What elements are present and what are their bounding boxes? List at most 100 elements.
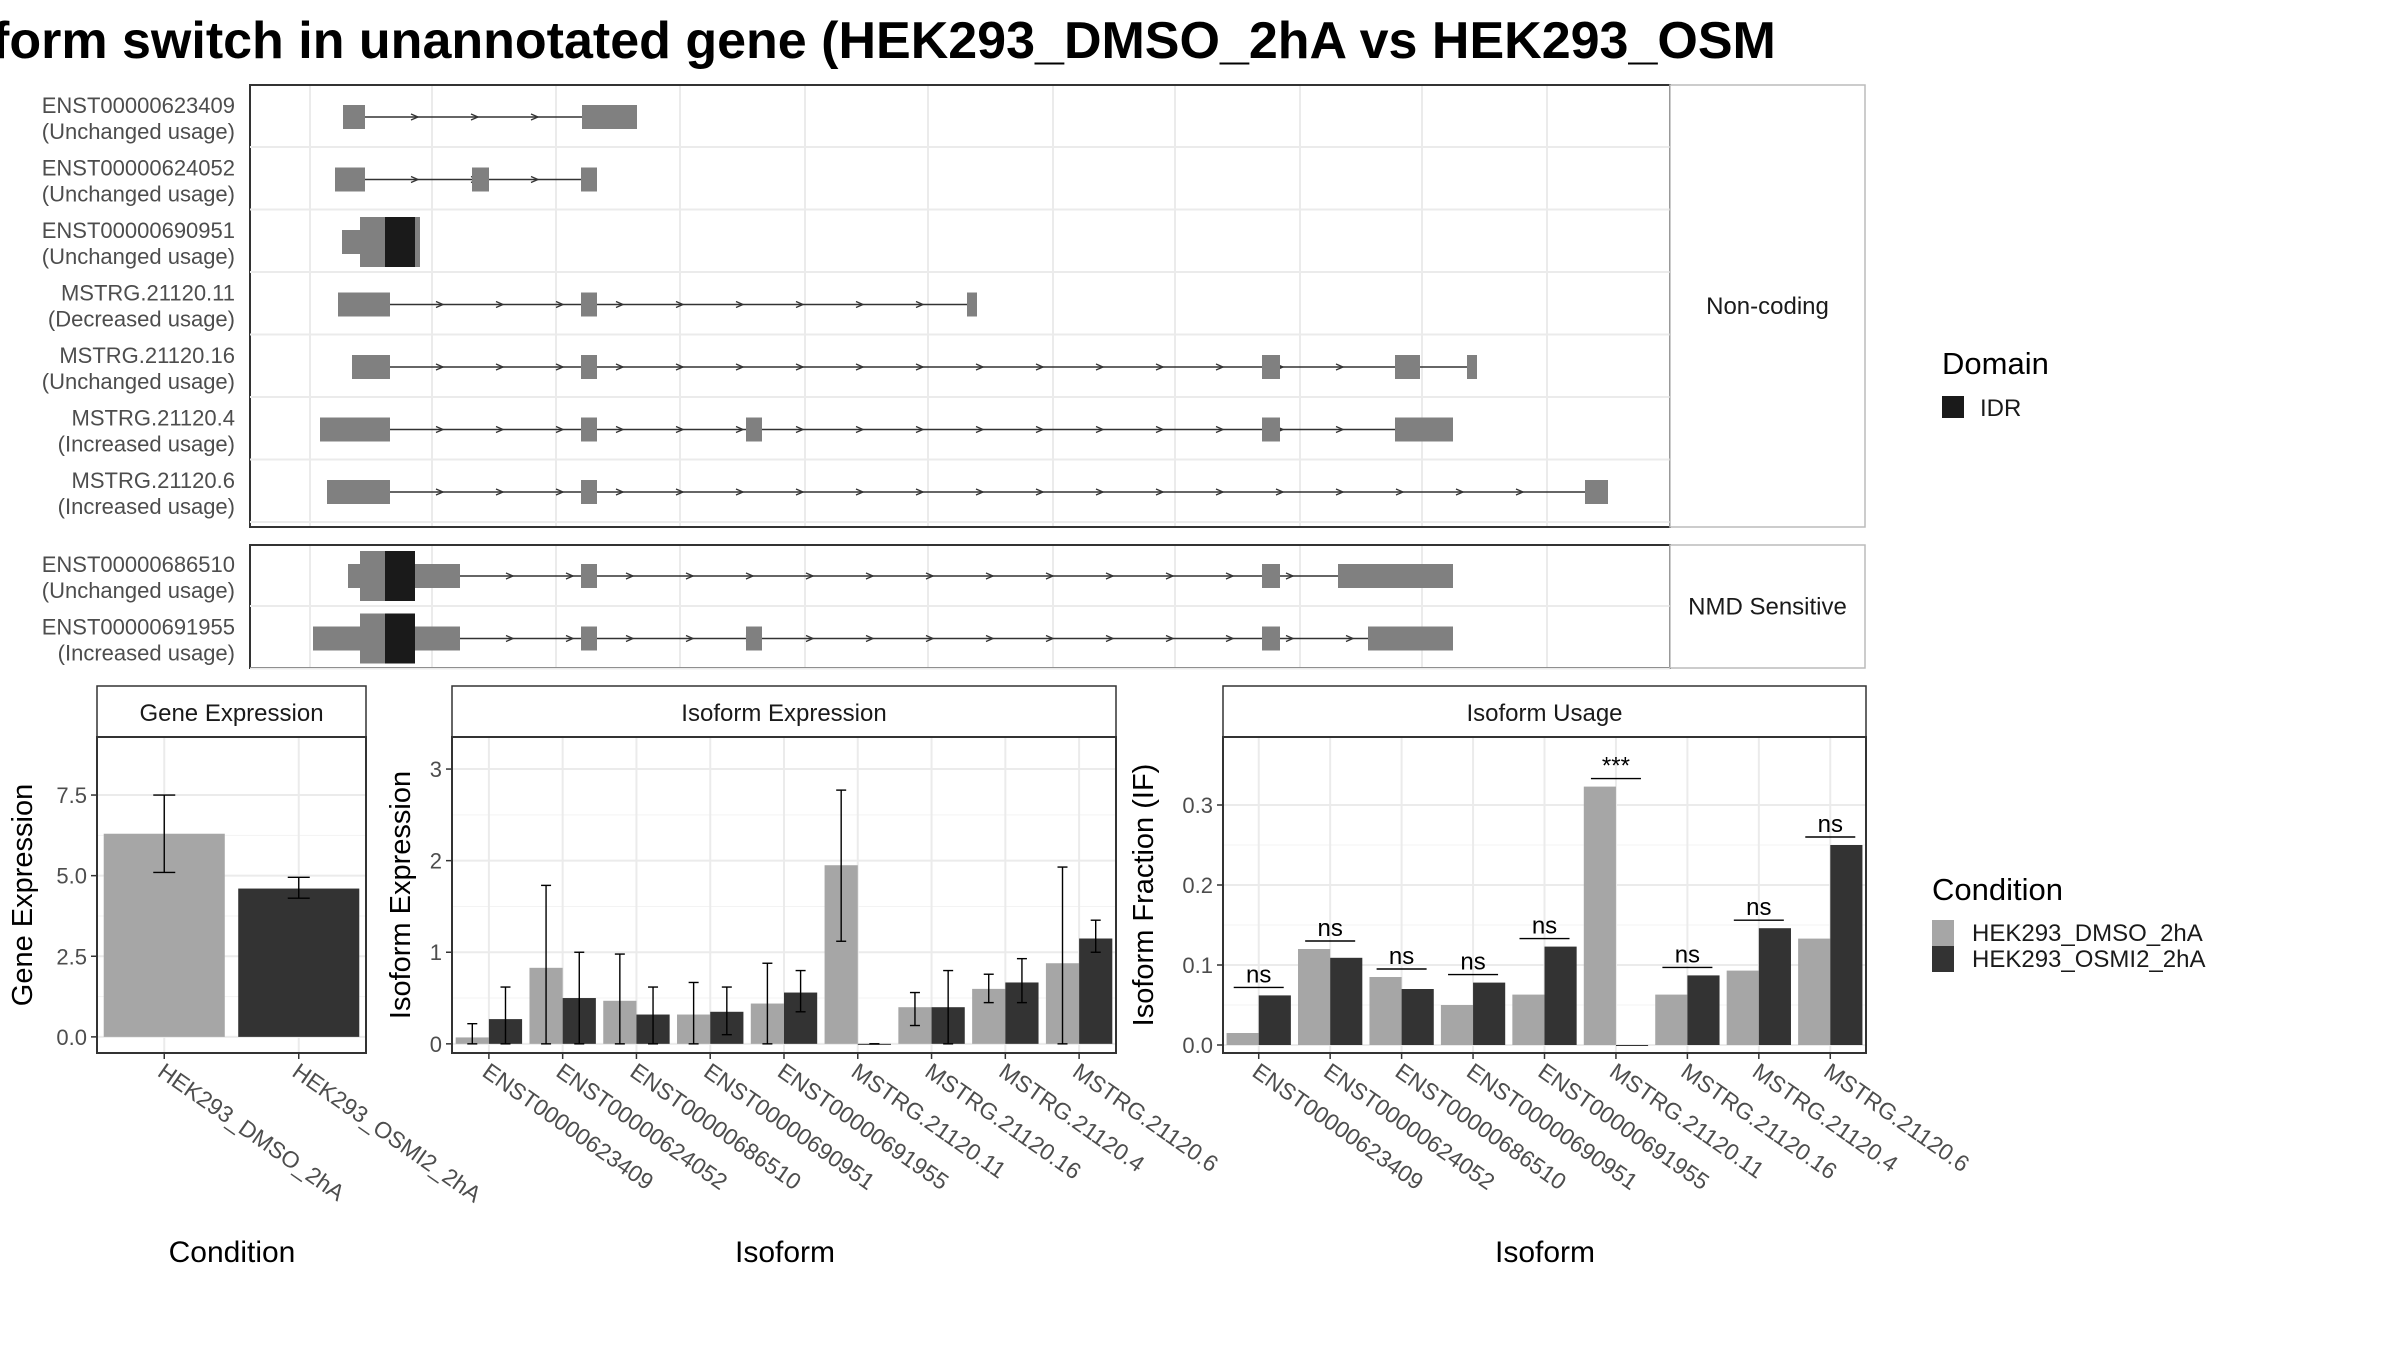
bar xyxy=(1440,1005,1474,1045)
condition-legend-label: HEK293_OSMI2_2hA xyxy=(1972,946,2205,973)
y-tick-label: 0.0 xyxy=(1182,1033,1213,1058)
panel-border xyxy=(249,84,1671,528)
intron-arrow xyxy=(1155,425,1165,434)
significance-label: ns xyxy=(1532,913,1557,940)
bar-chart-panels: Gene Expression0.02.55.07.5HEK293_DMSO_2… xyxy=(7,685,1974,1269)
domain-legend-key xyxy=(1942,396,1964,418)
intron-arrow xyxy=(1335,425,1345,434)
bar xyxy=(1798,938,1831,1045)
transcript-usage-label: (Increased usage) xyxy=(58,641,235,666)
transcript-id-label: MSTRG.21120.11 xyxy=(61,281,235,306)
idr-domain xyxy=(385,217,415,267)
bar xyxy=(1583,786,1616,1045)
exon-block xyxy=(1338,564,1453,588)
intron-arrow xyxy=(1335,488,1345,496)
intron-arrow xyxy=(1155,488,1165,496)
intron-arrow xyxy=(1215,363,1225,371)
exon-block xyxy=(581,355,597,379)
transcript-panel-0: ENST00000623409(Unchanged usage)ENST0000… xyxy=(42,84,1866,528)
panel-title: Isoform Usage xyxy=(1466,700,1622,727)
intron-arrow xyxy=(975,488,985,496)
panel-strip xyxy=(451,685,1117,738)
intron-arrow xyxy=(1455,488,1465,496)
facet-label: Non-coding xyxy=(1706,293,1829,320)
condition-legend-title: Condition xyxy=(1932,872,2063,907)
intron-arrow xyxy=(865,572,875,580)
exon-block xyxy=(967,292,977,317)
intron-arrow xyxy=(735,363,745,371)
exon-block xyxy=(1262,564,1280,588)
intron-arrow xyxy=(495,300,505,309)
intron-arrow xyxy=(795,425,805,434)
intron-arrow xyxy=(410,175,420,184)
intron-arrow xyxy=(555,488,565,496)
bar-panel-1: Isoform Expression0123ENST00000623409ENS… xyxy=(385,685,1223,1269)
intron-arrow xyxy=(505,634,515,643)
idr-domain xyxy=(385,613,415,664)
exon-block xyxy=(581,480,597,504)
intron-arrow xyxy=(855,300,865,309)
y-axis-title: Gene Expression xyxy=(7,784,39,1006)
transcript-usage-label: (Unchanged usage) xyxy=(42,578,235,603)
bar xyxy=(1512,994,1545,1045)
intron-arrow xyxy=(915,363,925,371)
intron-arrow xyxy=(855,363,865,371)
y-tick-label: 0 xyxy=(430,1032,442,1057)
exon-block xyxy=(582,105,637,129)
intron-arrow xyxy=(555,300,565,309)
intron-arrow xyxy=(625,634,635,643)
intron-arrow xyxy=(685,572,695,580)
facet-strip xyxy=(1669,84,1866,528)
x-axis-title: Isoform xyxy=(1495,1236,1595,1269)
panel-title: Gene Expression xyxy=(139,700,323,727)
intron-arrow xyxy=(985,572,995,580)
exon-block xyxy=(1368,626,1453,651)
intron-arrow xyxy=(1095,363,1105,371)
intron-arrow xyxy=(435,363,445,371)
significance-label: ns xyxy=(1818,811,1843,838)
intron-arrow xyxy=(1225,572,1235,580)
exon-block xyxy=(1262,417,1280,442)
x-axis-title: Isoform xyxy=(735,1236,835,1269)
transcript-id-label: ENST00000691955 xyxy=(42,615,235,640)
intron-arrow xyxy=(1165,634,1175,643)
y-tick-label: 5.0 xyxy=(56,864,87,889)
bar xyxy=(1758,928,1791,1045)
intron-arrow xyxy=(1155,363,1165,371)
intron-arrow xyxy=(805,634,815,643)
significance-label: *** xyxy=(1602,753,1630,780)
intron-arrow xyxy=(975,425,985,434)
intron-arrow xyxy=(555,363,565,371)
transcript-id-label: ENST00000686510 xyxy=(42,552,235,577)
exon-block xyxy=(1262,355,1280,379)
significance-label: ns xyxy=(1246,961,1271,988)
bar xyxy=(1258,995,1291,1045)
intron-arrow xyxy=(565,634,575,643)
y-axis-title: Isoform Fraction (IF) xyxy=(1128,764,1160,1027)
intron-arrow xyxy=(735,300,745,309)
plot-border xyxy=(96,736,367,1054)
intron-arrow xyxy=(985,634,995,643)
bar xyxy=(1369,977,1402,1045)
intron-arrow xyxy=(675,363,685,371)
panel-strip xyxy=(96,685,367,738)
y-tick-label: 0.3 xyxy=(1182,793,1213,818)
intron-arrow xyxy=(915,425,925,434)
exon-block xyxy=(320,417,390,442)
exon-block xyxy=(327,480,390,504)
intron-arrow xyxy=(915,488,925,496)
significance-label: ns xyxy=(1746,894,1771,921)
exon-block xyxy=(581,626,597,651)
exon-block xyxy=(581,292,597,317)
bar xyxy=(1544,946,1577,1045)
intron-arrow xyxy=(925,634,935,643)
plot-border xyxy=(1222,736,1867,1054)
exon-block xyxy=(581,564,597,588)
intron-arrow xyxy=(625,572,635,580)
y-tick-label: 0.1 xyxy=(1182,953,1213,978)
intron-arrow xyxy=(565,572,575,580)
y-tick-label: 2.5 xyxy=(56,944,87,969)
intron-arrow xyxy=(865,634,875,643)
intron-arrow xyxy=(615,425,625,434)
transcript-id-label: ENST00000624052 xyxy=(42,156,235,181)
